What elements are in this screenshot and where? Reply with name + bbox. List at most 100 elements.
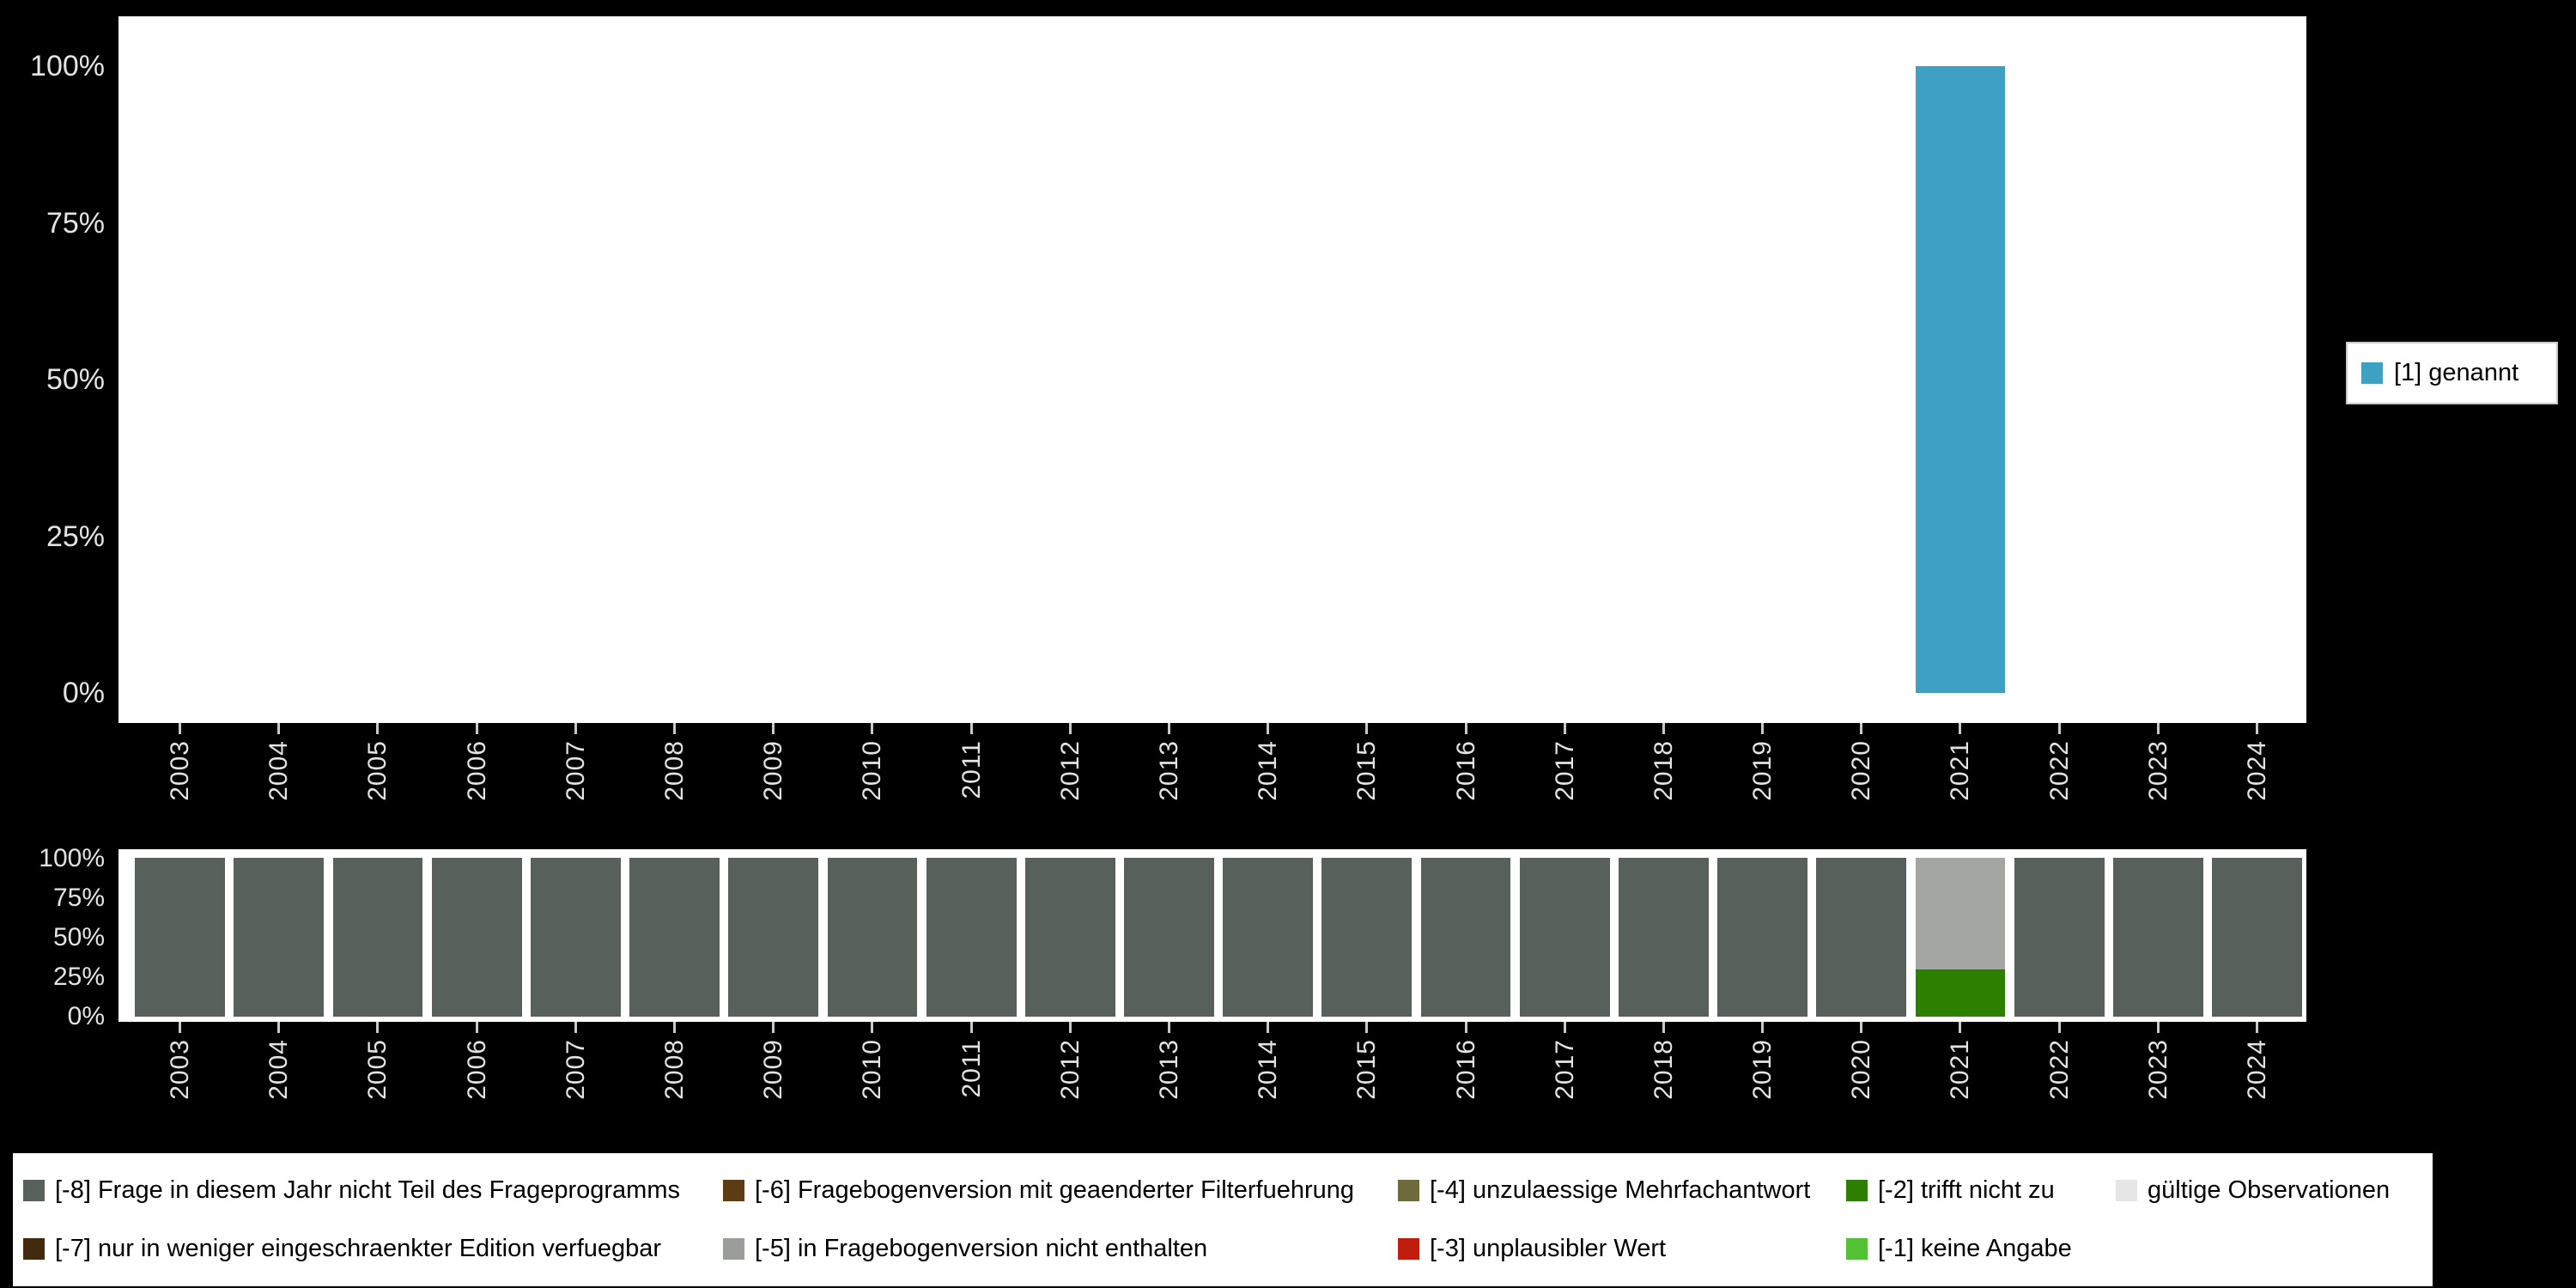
bar-slot-2015 <box>1317 66 1416 693</box>
axis-tick-mark <box>1662 1022 1665 1033</box>
x-axis-slot: 2010 <box>823 723 921 843</box>
x-axis-slot: 2009 <box>724 1022 823 1142</box>
stacked-bar-2011 <box>926 858 1017 1017</box>
year-label: 2024 <box>2243 740 2272 801</box>
stacked-bar-2014 <box>1223 858 1314 1017</box>
stacked-bar-2005 <box>332 858 423 1017</box>
x-axis-slot: 2014 <box>1218 1022 1317 1142</box>
axis-tick-mark <box>376 723 380 734</box>
year-label: 2013 <box>1154 1039 1183 1100</box>
bar-segment <box>1321 858 1413 1017</box>
axis-tick-mark <box>2057 1022 2061 1033</box>
axis-tick-mark <box>1860 723 1863 734</box>
stacked-bar-slot-2017 <box>1516 858 1614 1017</box>
axis-tick-mark <box>969 1022 973 1033</box>
x-axis-slot: 2015 <box>1317 1022 1416 1142</box>
bar-slot-2009 <box>724 66 823 693</box>
year-label: 2004 <box>264 740 294 801</box>
stacked-bar-2017 <box>1519 858 1610 1017</box>
legend-swatch <box>1398 1237 1419 1260</box>
x-axis-slot: 2019 <box>1713 1022 1812 1142</box>
y-axis-tick-label: 100% <box>39 844 105 872</box>
bar-segment <box>827 858 918 1017</box>
axis-tick-mark <box>1662 723 1665 734</box>
stacked-bar-2009 <box>728 858 819 1017</box>
stacked-bar-2007 <box>530 858 621 1017</box>
stacked-bar-2022 <box>2014 858 2105 1017</box>
legend-swatch <box>1846 1180 1868 1202</box>
bar-slot-2004 <box>229 66 328 693</box>
stacked-bar-slot-2008 <box>625 858 724 1017</box>
x-axis-slot: 2004 <box>229 1022 328 1142</box>
x-axis-slot: 2016 <box>1416 1022 1515 1142</box>
stacked-bar-slot-2010 <box>823 858 921 1017</box>
year-label: 2008 <box>660 1039 690 1100</box>
legend-item-label: [-2] trifft nicht zu <box>1878 1176 2055 1205</box>
stacked-bar-slot-2018 <box>1614 858 1713 1017</box>
stacked-bar-2021 <box>1915 858 2006 1017</box>
bar-segment <box>234 858 325 1017</box>
axis-tick-mark <box>2156 1022 2160 1033</box>
missing-legend-item: [-6] Fragebogenversion mit geaenderter F… <box>723 1176 1398 1205</box>
bar-slot-2008 <box>625 66 724 693</box>
axis-tick-mark <box>673 1022 677 1033</box>
x-axis-slot: 2012 <box>1021 1022 1120 1142</box>
stacked-bar-2004 <box>234 858 325 1017</box>
bar-slot-2005 <box>328 66 427 693</box>
genannt-legend-label: [1] genannt <box>2394 359 2519 386</box>
bar-slot-2022 <box>2010 66 2109 693</box>
year-label: 2005 <box>363 740 392 801</box>
x-axis-slot: 2006 <box>428 723 526 843</box>
bar-segment <box>1915 858 2006 969</box>
missing-codes-legend: [-8] Frage in diesem Jahr nicht Teil des… <box>13 1153 2433 1286</box>
missing-legend-item: [-2] trifft nicht zu <box>1846 1176 2116 1205</box>
x-axis-slot: 2003 <box>131 723 229 843</box>
year-label: 2017 <box>1550 740 1579 801</box>
axis-tick-mark <box>1761 723 1765 734</box>
bar-segment <box>135 858 225 1017</box>
x-axis-slot: 2010 <box>823 1022 921 1142</box>
bar-segment <box>1124 858 1214 1017</box>
x-axis-slot: 2023 <box>2109 1022 2208 1142</box>
x-axis-slot: 2020 <box>1812 1022 1911 1142</box>
year-label: 2011 <box>957 1039 986 1098</box>
bar-slot-2010 <box>823 66 921 693</box>
x-axis-slot: 2013 <box>1120 723 1218 843</box>
axis-tick-mark <box>969 723 973 734</box>
year-label: 2014 <box>1254 1039 1283 1100</box>
year-label: 2007 <box>561 740 590 801</box>
bar-slot-2021 <box>1911 66 2009 693</box>
year-label: 2010 <box>858 1039 887 1100</box>
year-label: 2006 <box>462 740 491 801</box>
stacked-bar-slot-2015 <box>1317 858 1416 1017</box>
missing-legend-item: [-1] keine Angabe <box>1846 1235 2116 1263</box>
axis-tick-mark <box>1563 723 1566 734</box>
year-label: 2012 <box>1055 740 1084 801</box>
bar-segment <box>1420 858 1511 1017</box>
bar-slot-2023 <box>2109 66 2208 693</box>
x-axis-slot: 2024 <box>2208 1022 2306 1142</box>
axis-tick-mark <box>574 723 577 734</box>
stacked-bar-2018 <box>1619 858 1709 1017</box>
x-axis-slot: 2021 <box>1911 723 2009 843</box>
axis-tick-mark <box>1167 723 1170 734</box>
x-axis-slot: 2012 <box>1021 723 1120 843</box>
y-axis-tick-label: 25% <box>52 963 105 991</box>
axis-tick-mark <box>1464 723 1467 734</box>
axis-tick-mark <box>1167 1022 1170 1033</box>
legend-item-label: [-8] Frage in diesem Jahr nicht Teil des… <box>55 1176 680 1205</box>
stacked-bar-slot-2009 <box>724 858 823 1017</box>
axis-tick-mark <box>2256 1022 2259 1033</box>
stacked-bar-2013 <box>1124 858 1214 1017</box>
axis-tick-mark <box>1068 1022 1072 1033</box>
y-axis-tick-label: 75% <box>46 206 105 240</box>
stacked-bar-2016 <box>1420 858 1511 1017</box>
year-label: 2008 <box>660 740 690 801</box>
axis-tick-mark <box>2057 723 2061 734</box>
axis-tick-mark <box>1365 723 1369 734</box>
stacked-bar-slot-2024 <box>2208 858 2306 1017</box>
stacked-bar-slot-2012 <box>1021 858 1120 1017</box>
x-axis-slot: 2023 <box>2109 723 2208 843</box>
x-axis-slot: 2008 <box>625 1022 724 1142</box>
bar-slot-2011 <box>922 66 1021 693</box>
